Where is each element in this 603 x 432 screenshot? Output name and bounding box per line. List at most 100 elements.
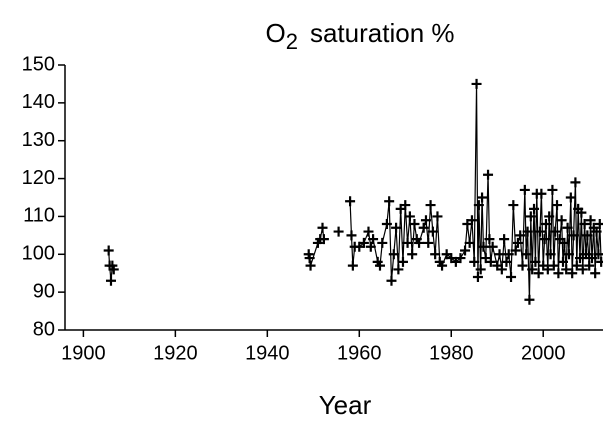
data-point	[365, 241, 376, 252]
data-point	[591, 226, 602, 237]
data-point	[374, 260, 385, 271]
data-point	[568, 230, 579, 241]
data-point	[400, 200, 411, 211]
data-point	[368, 234, 379, 245]
data-point	[517, 260, 528, 271]
data-point	[103, 245, 114, 256]
chart-title: O2 saturation %	[265, 18, 454, 54]
data-point	[567, 268, 578, 279]
data-point	[414, 237, 425, 248]
data-point	[570, 177, 581, 188]
data-point	[594, 219, 603, 229]
data-point	[580, 249, 591, 260]
data-point	[423, 237, 434, 248]
data-point	[512, 237, 523, 248]
data-point	[577, 264, 588, 275]
data-point	[485, 256, 496, 267]
data-point	[388, 249, 399, 260]
title-text: O	[265, 18, 285, 48]
data-point	[501, 256, 512, 267]
data-point	[593, 249, 603, 260]
data-point	[559, 237, 570, 248]
y-tick-label: 130	[22, 129, 55, 151]
data-point	[358, 237, 369, 248]
data-point	[397, 256, 408, 267]
data-point	[484, 234, 495, 245]
y-tick-label: 110	[23, 205, 55, 227]
data-point	[460, 245, 471, 256]
data-point	[540, 219, 551, 229]
data-point	[496, 264, 507, 275]
data-point	[381, 219, 392, 229]
data-point	[333, 226, 344, 237]
data-point	[487, 241, 498, 252]
data-point	[533, 268, 544, 279]
data-point	[105, 275, 116, 286]
data-point	[571, 260, 582, 271]
data-point	[317, 222, 328, 233]
data-point	[471, 78, 482, 89]
data-point	[346, 230, 357, 241]
x-axis-label: Year	[319, 390, 372, 420]
data-point	[464, 237, 475, 248]
data-point	[529, 203, 540, 214]
data-point	[550, 226, 561, 237]
data-point	[544, 211, 555, 222]
data-point	[393, 264, 404, 275]
x-tick-label: 1940	[245, 342, 290, 364]
data-point	[469, 256, 480, 267]
data-point	[108, 264, 119, 275]
data-point	[347, 260, 358, 271]
data-point	[503, 249, 514, 260]
data-point	[548, 260, 559, 271]
x-tick-label: 1920	[153, 342, 198, 364]
data-point	[483, 169, 494, 180]
data-point	[384, 196, 395, 207]
data-point	[582, 230, 593, 241]
data-line	[108, 83, 602, 300]
title-subscript: 2	[286, 29, 298, 54]
data-point	[407, 249, 418, 260]
data-point	[525, 211, 536, 222]
data-point	[584, 260, 595, 271]
data-point	[472, 272, 483, 282]
data-point	[552, 200, 563, 211]
data-point	[377, 237, 388, 248]
data-point	[345, 196, 356, 207]
data-point	[508, 200, 519, 211]
data-point	[530, 256, 541, 267]
data-point	[575, 253, 586, 264]
data-point	[596, 256, 603, 267]
data-point	[547, 184, 558, 195]
data-point	[418, 222, 429, 233]
data-point	[556, 215, 567, 226]
data-point	[363, 226, 374, 237]
data-point	[432, 211, 443, 222]
x-tick-label: 1960	[337, 342, 382, 364]
data-point	[506, 272, 517, 282]
y-tick-label: 150	[22, 53, 55, 75]
data-point	[553, 268, 564, 279]
data-point	[455, 253, 466, 264]
y-tick-label: 90	[33, 280, 55, 302]
data-point	[539, 234, 550, 245]
data-point	[499, 234, 510, 245]
data-point	[480, 253, 491, 264]
y-tick-label: 100	[22, 243, 55, 265]
data-point	[576, 207, 587, 218]
x-tick-label: 1980	[429, 342, 474, 364]
data-point	[430, 249, 441, 260]
data-point	[561, 264, 572, 275]
data-point	[409, 219, 420, 229]
data-point	[536, 188, 547, 199]
data-point	[545, 249, 556, 260]
y-tick-label: 140	[22, 91, 55, 113]
x-tick-label: 1900	[61, 342, 106, 364]
data-point	[494, 249, 505, 260]
data-point	[318, 234, 329, 245]
data-point	[402, 237, 413, 248]
x-tick-label: 2000	[521, 342, 566, 364]
data-point	[557, 256, 568, 267]
title-text: saturation %	[310, 18, 455, 48]
